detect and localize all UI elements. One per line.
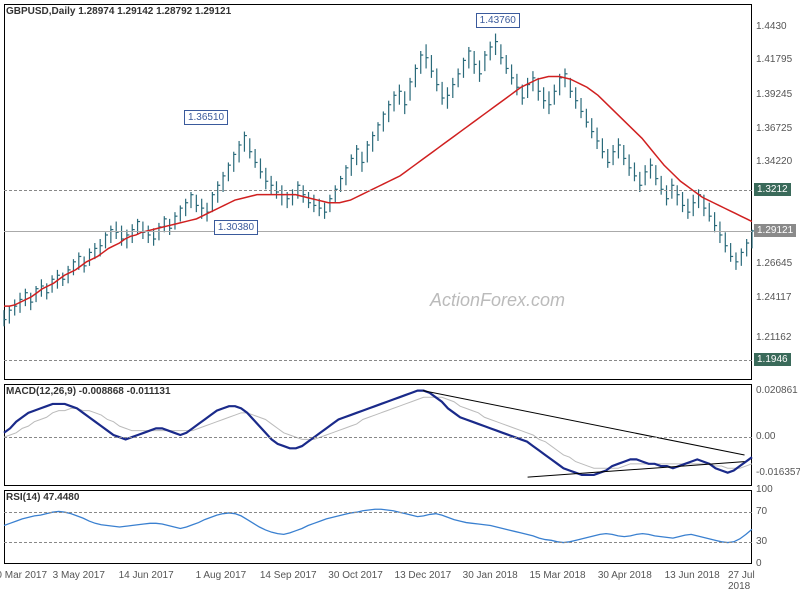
- macd-title: MACD(12,26,9) -0.008868 -0.011131: [6, 386, 171, 397]
- price-annotation: 1.43760: [476, 13, 520, 28]
- chart-title: GBPUSD,Daily 1.28974 1.29142 1.28792 1.2…: [6, 6, 231, 17]
- price-annotation: 1.30380: [214, 220, 258, 235]
- price-annotation: 1.36510: [184, 110, 228, 125]
- rsi-chart: [4, 490, 752, 564]
- macd-chart: [4, 384, 752, 486]
- rsi-title: RSI(14) 47.4480: [6, 492, 79, 503]
- watermark: ActionForex.com: [430, 290, 565, 311]
- price-chart: [4, 4, 752, 380]
